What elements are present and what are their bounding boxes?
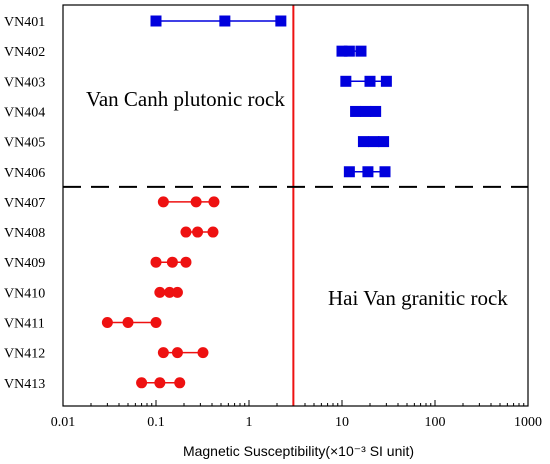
category-label: VN412: [4, 347, 45, 362]
data-point-circle: [150, 256, 162, 268]
x-tick-label: 1000: [514, 415, 542, 430]
data-point-circle: [154, 286, 166, 298]
category-labels: VN401 VN402 VN403 VN404 VN405 VN406 VN407 VN408…: [4, 15, 45, 392]
data-point-circle: [136, 377, 148, 389]
data-point-circle: [180, 256, 192, 268]
category-label: VN402: [4, 45, 45, 60]
data-point-circle: [171, 347, 183, 359]
data-point-square: [379, 166, 391, 178]
category-label: VN405: [4, 136, 45, 151]
data-point-circle: [101, 317, 113, 328]
x-tick-label: 1: [246, 415, 253, 430]
data-point-square: [364, 75, 376, 87]
category-label: VN407: [4, 196, 45, 211]
x-tick-label: 10: [335, 415, 349, 430]
data-point-circle: [192, 226, 204, 238]
data-point-circle: [197, 347, 209, 359]
x-axis-title: Magnetic Susceptibility(×10⁻³ SI unit): [183, 443, 414, 459]
data-point-circle: [207, 226, 219, 238]
data-point-circle: [157, 347, 169, 359]
data-point-square: [368, 136, 380, 148]
tick-labels: 0.01 0.1 1 10 100 1000: [51, 400, 542, 430]
data-point-circle: [180, 226, 192, 238]
x-tick-label: 0.01: [51, 415, 76, 430]
category-label: VN408: [4, 226, 45, 241]
data-point-circle: [171, 286, 183, 298]
category-label: VN413: [4, 377, 45, 392]
data-point-square: [362, 166, 374, 178]
annotation-upper-region: Van Canh plutonic rock: [86, 87, 285, 111]
category-label: VN403: [4, 75, 45, 90]
data-point-square: [275, 15, 287, 27]
data-point-square: [350, 105, 362, 117]
plot-frame: [62, 4, 529, 407]
category-label: VN409: [4, 256, 45, 271]
data-point-square: [378, 136, 390, 148]
data-point-circle: [157, 196, 169, 208]
data-point-circle: [166, 256, 178, 268]
x-tick-label: 100: [425, 415, 446, 430]
data-point-square: [370, 105, 382, 117]
data-point-circle: [190, 196, 202, 208]
x-tick-label: 0.1: [147, 415, 165, 430]
data-point-square: [355, 45, 367, 57]
annotation-lower-region: Hai Van granitic rock: [328, 286, 508, 310]
data-point-square: [380, 75, 392, 87]
category-label: VN401: [4, 15, 45, 30]
category-label: VN406: [4, 166, 45, 181]
data-point-circle: [150, 317, 162, 328]
data-point-square: [343, 166, 355, 178]
data-point-circle: [174, 377, 186, 389]
data-point-square: [219, 15, 231, 27]
category-label: VN404: [4, 105, 45, 120]
data-point-circle: [208, 196, 220, 208]
data-point-circle: [164, 286, 176, 298]
category-label: VN410: [4, 286, 45, 301]
data-point-circle: [154, 377, 166, 389]
data-point-square: [357, 136, 369, 148]
data-point-square: [360, 105, 372, 117]
data-layer: [101, 15, 392, 389]
data-point-square: [343, 45, 355, 57]
category-label: VN411: [4, 317, 45, 332]
data-point-square: [150, 15, 162, 27]
data-point-square: [340, 75, 352, 87]
data-point-square: [336, 45, 348, 57]
data-point-circle: [122, 317, 134, 328]
